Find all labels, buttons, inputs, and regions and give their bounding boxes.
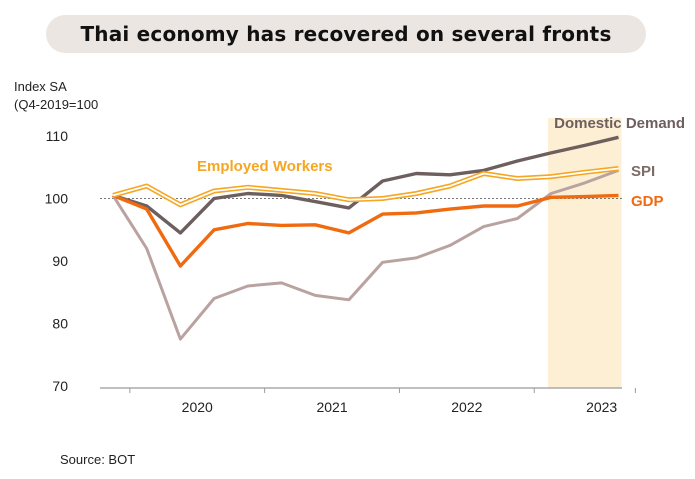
y-tick-label-70: 70 (52, 378, 68, 394)
x-tick-label-2020: 2020 (182, 399, 213, 415)
highlight-band-layer (548, 118, 622, 388)
y-tick-label-80: 80 (52, 316, 68, 332)
x-tick-label-2021: 2021 (316, 399, 347, 415)
y-axis-label: Index SA (Q4-2019=100 (14, 78, 98, 114)
forecast-highlight-band (548, 118, 622, 388)
series-line-core-employed-workers (112, 167, 619, 206)
x-tick-label-2023: 2023 (586, 399, 617, 415)
chart-title: Thai economy has recovered on several fr… (80, 22, 612, 46)
source-note: Source: BOT (60, 452, 136, 467)
series-line-spi (111, 168, 620, 341)
series-label-gdp: GDP (631, 193, 664, 210)
chart-title-banner: Thai economy has recovered on several fr… (46, 15, 646, 53)
y-tick-label-100: 100 (45, 191, 69, 207)
y-tick-label-90: 90 (52, 253, 68, 269)
series-label-domestic-demand: Domestic Demand (554, 115, 685, 132)
x-tick-label-2022: 2022 (451, 399, 482, 415)
series-label-spi: SPI (631, 163, 655, 180)
series-layer (111, 135, 620, 341)
series-label-layer: Domestic Demand SPI GDP Employed Workers (197, 115, 685, 210)
y-axis-label-line2: (Q4-2019=100 (14, 97, 99, 112)
axis-layer: 70 80 90 100 110 2020 2021 2022 2023 (45, 128, 636, 415)
series-line-gdp (112, 193, 619, 268)
y-axis-label-line1: Index SA (14, 79, 67, 94)
series-label-employed-workers: Employed Workers (197, 158, 333, 175)
series-line-domestic-demand (112, 135, 619, 235)
y-tick-label-110: 110 (46, 128, 69, 144)
